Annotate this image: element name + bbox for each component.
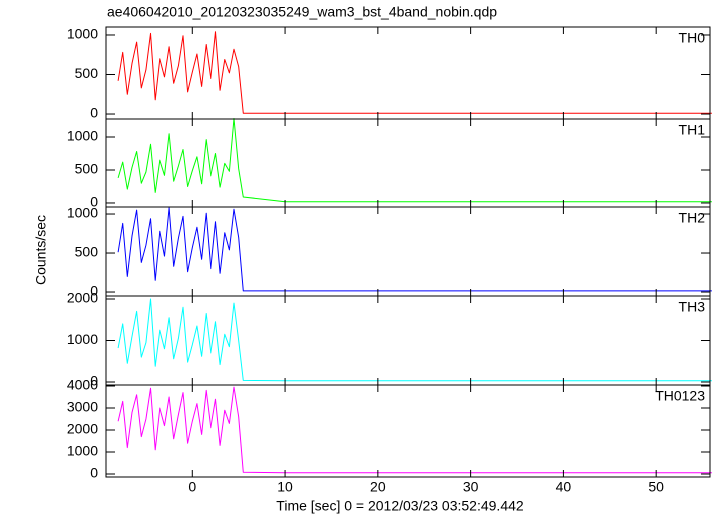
y-tick-label: 0 [90,373,98,389]
y-tick-label: 1000 [67,331,98,347]
x-tick-label: 10 [277,479,293,495]
y-tick-label: 0 [90,105,98,121]
y-tick-label: 1000 [67,128,98,144]
x-tick-label: 20 [370,479,386,495]
panel-frame [105,26,711,120]
y-tick-label: 0 [90,283,98,299]
x-axis-label: Time [sec] 0 = 2012/03/23 03:52:49.442 [276,498,524,514]
light-curve [117,31,712,114]
x-tick-label: 40 [556,479,572,495]
panel-label: TH1 [679,122,706,138]
light-curve [117,298,712,382]
panel-frame [105,295,711,386]
light-curve [117,118,712,203]
panel-label: TH3 [679,299,706,315]
x-tick-label: 0 [188,479,196,495]
panel-frame [105,206,711,297]
y-tick-label: 2000 [67,290,98,306]
y-tick-label: 3000 [67,399,98,415]
y-tick-label: 500 [75,244,99,260]
y-tick-label: 500 [75,65,99,81]
y-tick-label: 2000 [67,421,98,437]
x-tick-label: 50 [648,479,664,495]
chart-title: ae406042010_20120323035249_wam3_bst_4ban… [107,4,497,20]
panel-label: TH2 [679,210,706,226]
y-tick-label: 1000 [67,205,98,221]
panel-frame [105,384,711,478]
light-curve [117,386,712,474]
y-axis-label: Counts/sec [33,215,49,285]
y-tick-label: 500 [75,161,99,177]
y-tick-label: 1000 [67,26,98,42]
light-curve [117,207,712,292]
y-tick-label: 0 [90,194,98,210]
y-tick-label: 1000 [67,443,98,459]
panel-label: TH0 [679,30,706,46]
x-tick-label: 30 [463,479,479,495]
panel-frame [105,118,711,208]
y-tick-label: 0 [90,465,98,481]
panel-label: TH0123 [655,388,705,404]
y-tick-label: 4000 [67,377,98,393]
